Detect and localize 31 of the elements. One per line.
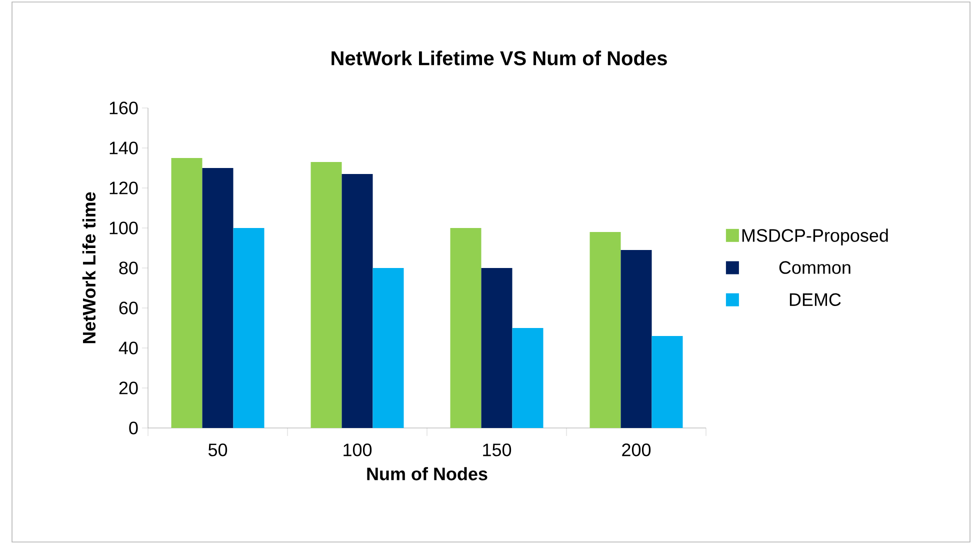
x-tick-label: 150: [483, 444, 512, 456]
legend-label: Common: [779, 261, 850, 274]
y-tick-label: 80: [119, 262, 138, 274]
y-tick-label: 20: [119, 382, 138, 394]
chart-title: NetWork Lifetime VS Num of Nodes: [332, 50, 667, 66]
bar: [233, 228, 264, 428]
bar: [310, 162, 342, 428]
x-tick-label: 100: [344, 444, 372, 456]
y-tick-label: 60: [119, 302, 138, 314]
bar: [590, 232, 621, 428]
y-tick-label: 100: [110, 222, 138, 234]
y-tick-label: 120: [110, 182, 138, 194]
y-tick-label: 160: [110, 102, 138, 114]
y-axis-title: NetWork Life time: [82, 192, 96, 344]
y-tick-label: 140: [110, 142, 138, 154]
bar: [372, 268, 404, 428]
x-tick-label: 50: [208, 444, 228, 456]
bar: [481, 268, 512, 428]
bar: [620, 250, 652, 428]
bar: [202, 168, 234, 428]
legend-label: MSDCP-Proposed: [742, 228, 888, 246]
text: DEMC: [790, 293, 841, 306]
bar: [512, 328, 544, 428]
bar: [171, 158, 202, 428]
x-axis-title: Num of Nodes: [367, 467, 488, 480]
y-tick-label: 40: [118, 342, 138, 354]
bar: [450, 228, 482, 428]
bar: [652, 336, 683, 428]
bar: [342, 174, 373, 428]
x-tick-label: 200: [622, 444, 651, 456]
y-tick-label: 0: [129, 422, 138, 434]
